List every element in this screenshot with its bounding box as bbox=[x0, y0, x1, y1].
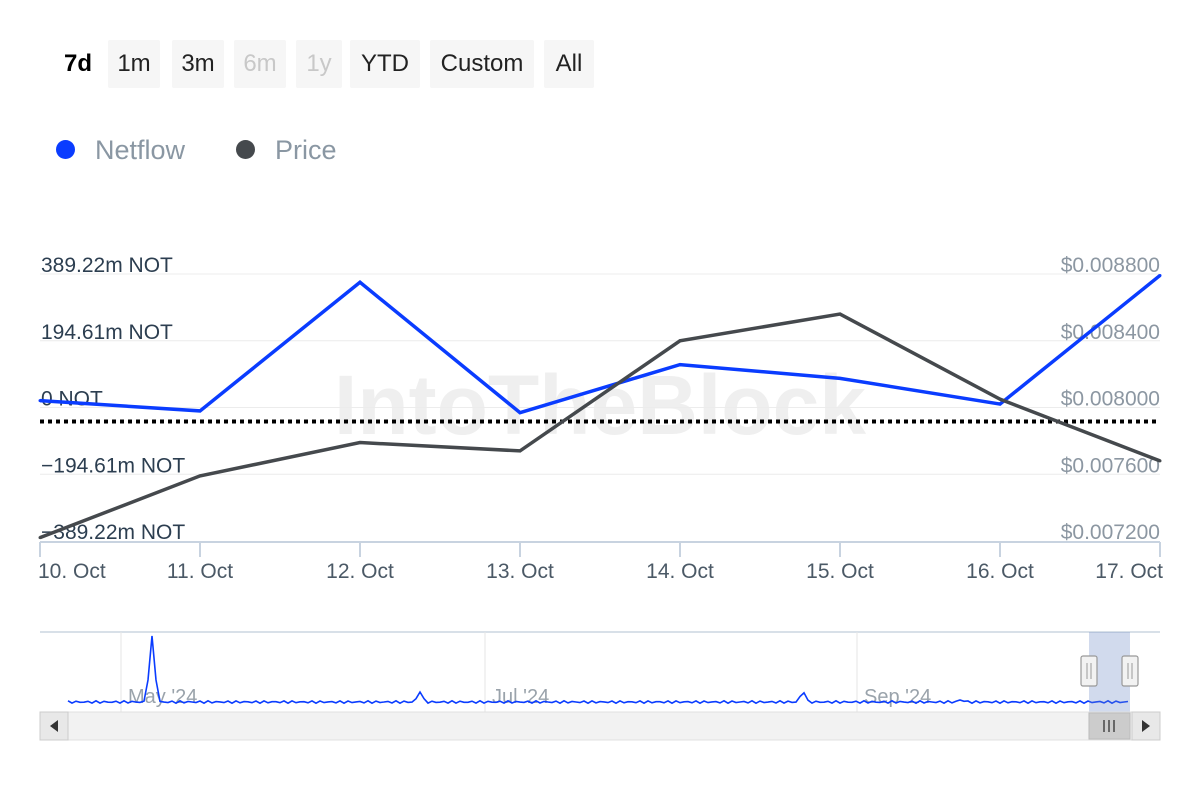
data-point-netflow bbox=[518, 411, 522, 415]
navigator-scrollbar[interactable] bbox=[39, 711, 1161, 741]
navigator-left-handle[interactable] bbox=[1080, 655, 1098, 687]
data-point-netflow bbox=[1158, 273, 1162, 277]
range-button-6m[interactable]: 6m bbox=[234, 40, 286, 88]
legend-label-price: Price bbox=[275, 135, 337, 165]
series-lines bbox=[38, 273, 1162, 540]
handle-grip-icon bbox=[1080, 655, 1098, 687]
x-tick-label: 16. Oct bbox=[966, 560, 1034, 583]
data-point-price bbox=[998, 397, 1002, 401]
navigator: May '24 Jul '24 Sep '24 bbox=[39, 631, 1161, 741]
data-point-price bbox=[838, 312, 842, 316]
data-point-price bbox=[1158, 459, 1162, 463]
navigator-label: Jul '24 bbox=[492, 686, 549, 708]
netflow-dot-icon bbox=[56, 140, 75, 160]
left-tick-label: −389.22m NOT bbox=[41, 521, 185, 544]
right-tick-label: $0.007600 bbox=[1061, 454, 1160, 477]
range-button-all[interactable]: All bbox=[544, 40, 594, 88]
data-point-price bbox=[38, 536, 42, 540]
price-dot-icon bbox=[236, 140, 255, 160]
x-tick-label: 15. Oct bbox=[806, 560, 874, 583]
navigator-right-handle[interactable] bbox=[1121, 655, 1139, 687]
navigator-series-line bbox=[67, 635, 1129, 705]
data-point-price bbox=[358, 441, 362, 445]
x-tick-label: 10. Oct bbox=[38, 560, 106, 583]
left-y-axis: 389.22m NOT 194.61m NOT 0 NOT −194.61m NOT −… bbox=[41, 254, 185, 544]
range-button-custom[interactable]: Custom bbox=[430, 40, 534, 88]
data-point-netflow bbox=[838, 376, 842, 380]
x-tick-label: 11. Oct bbox=[167, 560, 233, 583]
chevron-left-icon bbox=[50, 720, 58, 732]
scrollbar-thumb bbox=[1088, 712, 1131, 740]
right-tick-label: $0.008000 bbox=[1061, 388, 1160, 411]
scroll-left-button bbox=[39, 711, 69, 741]
chevron-right-icon bbox=[1142, 720, 1150, 732]
right-tick-label: $0.008400 bbox=[1061, 321, 1160, 344]
data-point-price bbox=[518, 449, 522, 453]
range-button-7d[interactable]: 7d bbox=[63, 50, 92, 77]
watermark: IntoTheBlock bbox=[334, 358, 866, 452]
left-tick-label: −194.61m NOT bbox=[41, 454, 185, 477]
navigator-selection bbox=[1089, 632, 1130, 712]
series-line-netflow bbox=[39, 274, 1162, 415]
legend-item-netflow[interactable]: Netflow bbox=[56, 128, 185, 172]
data-point-netflow bbox=[998, 402, 1002, 406]
series-line-price bbox=[39, 312, 1161, 540]
navigator-label: Sep '24 bbox=[864, 686, 931, 708]
range-button-1y[interactable]: 1y bbox=[296, 40, 342, 88]
x-tick-label: 13. Oct bbox=[486, 560, 554, 583]
legend-label-netflow: Netflow bbox=[95, 135, 186, 165]
range-button-1m[interactable]: 1m bbox=[108, 40, 160, 88]
range-button-3m[interactable]: 3m bbox=[172, 40, 224, 88]
navigator-label: May '24 bbox=[128, 686, 197, 708]
grid-lines bbox=[40, 273, 1160, 475]
left-tick-label: 389.22m NOT bbox=[41, 254, 173, 277]
data-point-netflow bbox=[678, 363, 682, 367]
right-y-axis: $0.008800 $0.008400 $0.008000 $0.007600 $0.0… bbox=[1061, 254, 1160, 544]
left-tick-label: 194.61m NOT bbox=[41, 321, 173, 344]
scrollbar-track bbox=[39, 711, 1161, 741]
range-button-ytd[interactable]: YTD bbox=[350, 40, 420, 88]
x-tick-label: 14. Oct bbox=[646, 560, 714, 583]
left-tick-label: 0 NOT bbox=[41, 388, 103, 411]
data-point-price bbox=[678, 339, 682, 343]
scroll-right-button bbox=[1131, 711, 1161, 741]
data-point-netflow bbox=[198, 409, 202, 413]
legend-item-price[interactable]: Price bbox=[236, 128, 337, 172]
data-point-price bbox=[198, 474, 202, 478]
right-tick-label: $0.008800 bbox=[1061, 254, 1160, 277]
x-axis: 10. Oct 11. Oct 12. Oct 13. Oct 14. Oct 15. O… bbox=[38, 541, 1163, 583]
x-tick-label: 17. Oct bbox=[1095, 560, 1163, 583]
x-tick-label: 12. Oct bbox=[326, 560, 394, 583]
data-point-netflow bbox=[358, 280, 362, 284]
data-point-netflow bbox=[38, 399, 42, 403]
right-tick-label: $0.007200 bbox=[1061, 521, 1160, 544]
handle-grip-icon bbox=[1121, 655, 1139, 687]
